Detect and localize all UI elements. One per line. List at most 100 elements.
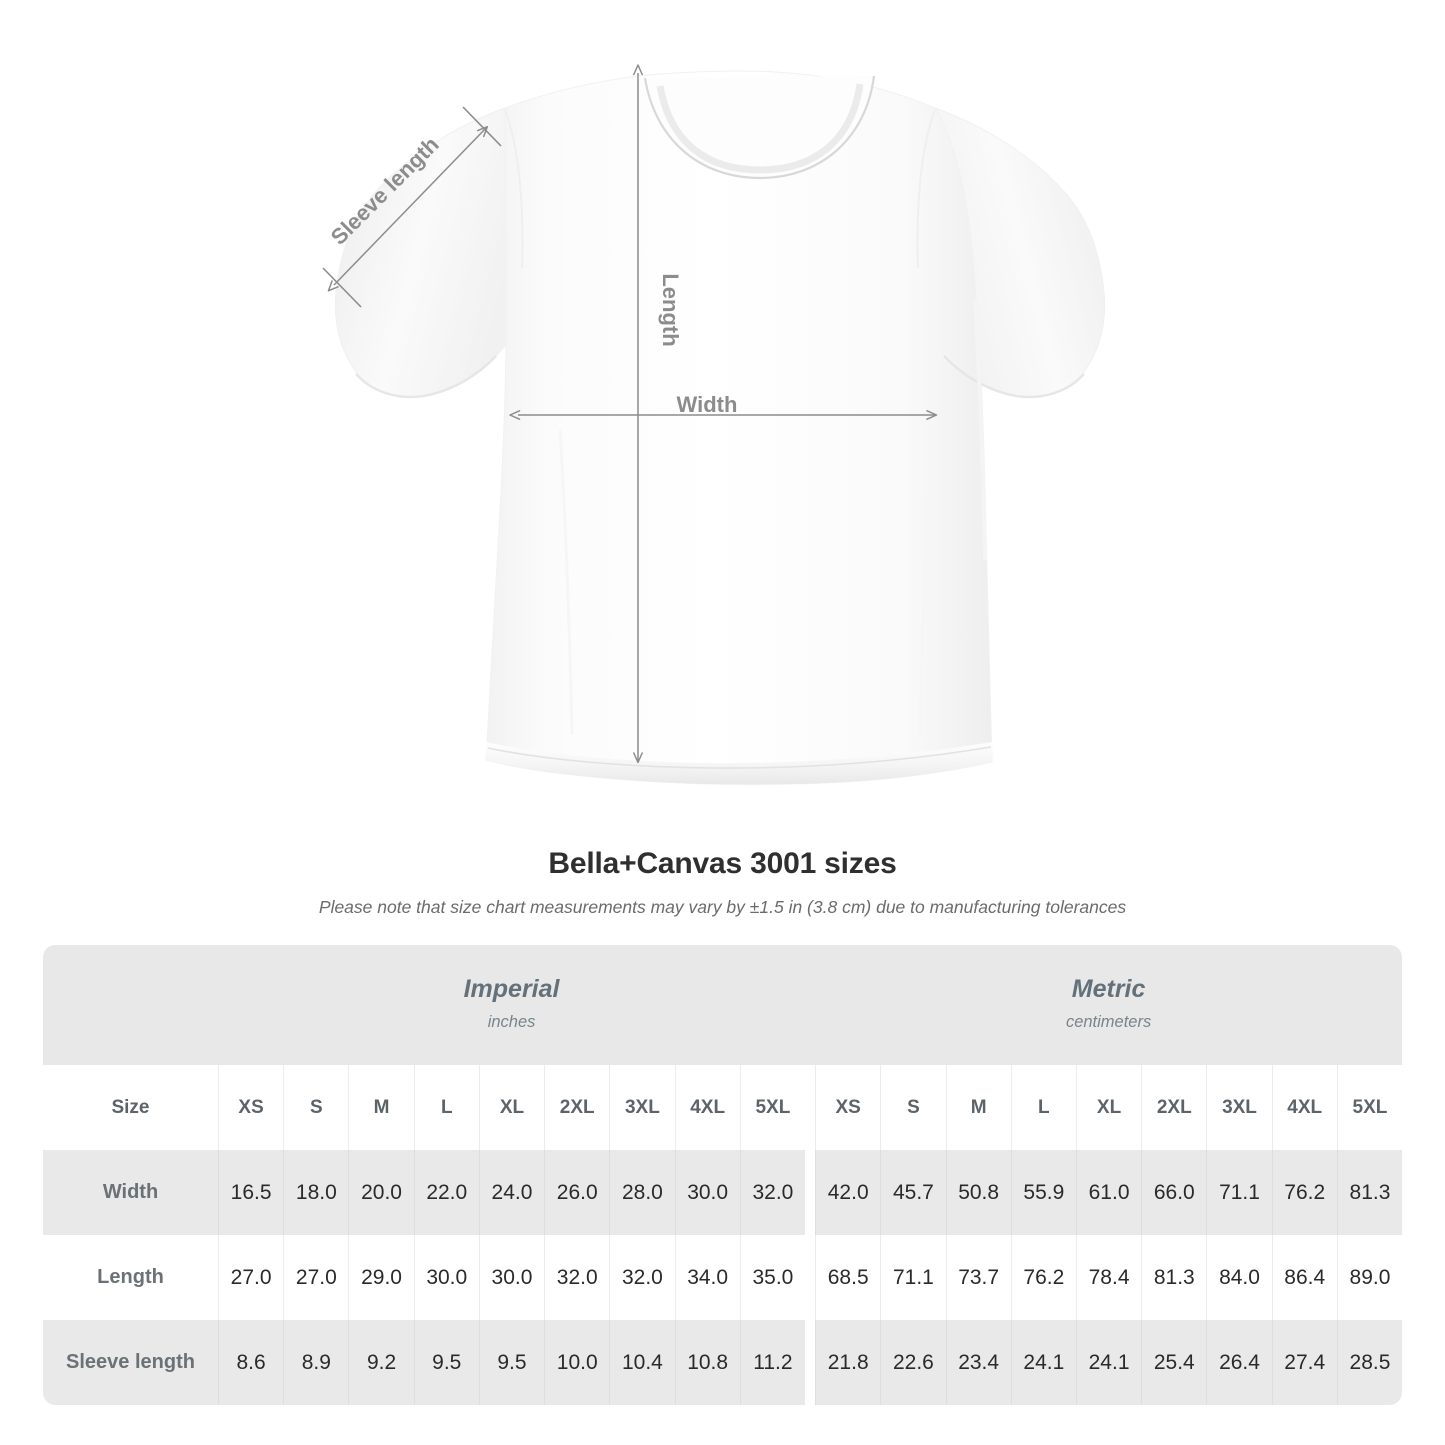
cell-width-metric-xl: 61.0: [1075, 1150, 1142, 1235]
cell-width-metric-m: 50.8: [945, 1150, 1011, 1235]
cell-width-metric-s: 45.7: [880, 1150, 946, 1235]
cell-length-imperial-m: 29.0: [348, 1235, 414, 1320]
unit-band-spacer: [43, 945, 218, 1065]
cell-width-imperial-3xl: 28.0: [609, 1150, 675, 1235]
unit-header-metric-sub: centimeters: [1065, 1012, 1152, 1031]
cell-sleeve-length-imperial-2xl: 10.0: [544, 1320, 610, 1405]
header-gap: [805, 1065, 816, 1150]
row-label-length: Length: [43, 1235, 218, 1320]
size-table: Imperial inches Metric centimeters Size XS S M L…: [43, 945, 1403, 1405]
size-header-imperial-xs: XS: [218, 1065, 284, 1150]
cell-length-imperial-3xl: 32.0: [609, 1235, 675, 1320]
cell-sleeve-length-imperial-m: 9.2: [348, 1320, 414, 1405]
size-header-metric-xl: XL: [1075, 1065, 1142, 1150]
cell-width-imperial-2xl: 26.0: [544, 1150, 610, 1235]
cell-sleeve-length-metric-l: 24.1: [1010, 1320, 1076, 1405]
cell-length-imperial-5xl: 35.0: [739, 1235, 806, 1320]
cell-sleeve-length-imperial-3xl: 10.4: [609, 1320, 675, 1405]
size-header-imperial-l: L: [413, 1065, 479, 1150]
table-row-length: Length 27.0 27.0 29.0 30.0 30.0 32.0 32.0 34.0 35…: [43, 1235, 1403, 1320]
size-header-metric-m: M: [945, 1065, 1011, 1150]
size-header-imperial-m: M: [348, 1065, 414, 1150]
cell-length-imperial-2xl: 32.0: [544, 1235, 610, 1320]
table-row-width: Width 16.5 18.0 20.0 22.0 24.0 26.0 28.0 30.0 32.…: [43, 1150, 1403, 1235]
cell-width-metric-xs: 42.0: [815, 1150, 881, 1235]
size-header-imperial-3xl: 3XL: [609, 1065, 675, 1150]
heading-block: Bella+Canvas 3001 sizes Please note that…: [0, 845, 1445, 918]
cell-sleeve-length-metric-xl: 24.1: [1075, 1320, 1142, 1405]
size-header-metric-3xl: 3XL: [1206, 1065, 1272, 1150]
unit-header-metric-name: Metric: [1071, 974, 1146, 1003]
unit-header-metric: Metric centimeters: [815, 945, 1403, 1065]
cell-sleeve-length-metric-5xl: 28.5: [1336, 1320, 1403, 1405]
sleeve-length-arrow: [327, 125, 489, 292]
page-title: Bella+Canvas 3001 sizes: [548, 847, 897, 880]
cell-length-metric-2xl: 81.3: [1141, 1235, 1207, 1320]
cell-length-imperial-xl: 30.0: [478, 1235, 545, 1320]
row-gap-length: [805, 1235, 816, 1320]
cell-width-imperial-5xl: 32.0: [739, 1150, 806, 1235]
cell-sleeve-length-imperial-s: 8.9: [283, 1320, 349, 1405]
cell-length-imperial-4xl: 34.0: [674, 1235, 740, 1320]
row-gap-sleeve-length: [805, 1320, 816, 1405]
size-header-imperial-xl: XL: [478, 1065, 545, 1150]
cell-length-metric-5xl: 89.0: [1336, 1235, 1403, 1320]
tshirt-garment: [334, 70, 1106, 785]
size-header-metric-4xl: 4XL: [1271, 1065, 1337, 1150]
cell-sleeve-length-metric-2xl: 25.4: [1141, 1320, 1207, 1405]
cell-length-metric-m: 73.7: [945, 1235, 1011, 1320]
cell-sleeve-length-metric-xs: 21.8: [815, 1320, 881, 1405]
cell-width-imperial-4xl: 30.0: [674, 1150, 740, 1235]
sleeve-length-annotation: [322, 106, 502, 308]
cell-width-imperial-s: 18.0: [283, 1150, 349, 1235]
table-row-sleeve-length: Sleeve length 8.6 8.9 9.2 9.5 9.5 10.0 10.4 10.8…: [43, 1320, 1403, 1405]
cell-sleeve-length-imperial-xs: 8.6: [218, 1320, 284, 1405]
cell-width-metric-4xl: 76.2: [1271, 1150, 1337, 1235]
unit-header-imperial-name: Imperial: [463, 974, 560, 1003]
tolerance-note: Please note that size chart measurements…: [318, 896, 1127, 917]
size-header-imperial-4xl: 4XL: [674, 1065, 740, 1150]
cell-width-imperial-xl: 24.0: [478, 1150, 545, 1235]
cell-sleeve-length-metric-3xl: 26.4: [1206, 1320, 1272, 1405]
size-header-metric-2xl: 2XL: [1141, 1065, 1207, 1150]
tshirt-diagram: Sleeve length Length Width: [322, 64, 1106, 785]
cell-length-metric-s: 71.1: [880, 1235, 946, 1320]
size-corner-label: Size: [43, 1065, 218, 1150]
cell-length-metric-3xl: 84.0: [1206, 1235, 1272, 1320]
cell-width-imperial-l: 22.0: [413, 1150, 479, 1235]
cell-sleeve-length-metric-s: 22.6: [880, 1320, 946, 1405]
row-label-width: Width: [43, 1150, 218, 1235]
row-gap-width: [805, 1150, 816, 1235]
cell-length-imperial-l: 30.0: [413, 1235, 479, 1320]
size-header-metric-xs: XS: [815, 1065, 881, 1150]
size-header-imperial-s: S: [283, 1065, 349, 1150]
cell-length-metric-xs: 68.5: [815, 1235, 881, 1320]
unit-header-imperial-sub: inches: [487, 1012, 536, 1031]
cell-length-metric-l: 76.2: [1010, 1235, 1076, 1320]
unit-header-imperial: Imperial inches: [218, 945, 806, 1065]
size-header-row: Size XS S M L XL 2XL 3XL 4XL 5XL XS S M L XL 2XL 3XL 4XL 5…: [43, 1065, 1403, 1150]
size-header-metric-l: L: [1010, 1065, 1076, 1150]
cell-width-metric-3xl: 71.1: [1206, 1150, 1272, 1235]
unit-band-row: Imperial inches Metric centimeters: [43, 945, 1403, 1065]
unit-band-gap: [805, 945, 816, 1065]
cell-width-imperial-m: 20.0: [348, 1150, 414, 1235]
cell-length-imperial-s: 27.0: [283, 1235, 349, 1320]
cell-sleeve-length-imperial-xl: 9.5: [478, 1320, 545, 1405]
cell-width-imperial-xs: 16.5: [218, 1150, 284, 1235]
size-header-imperial-5xl: 5XL: [739, 1065, 806, 1150]
cell-sleeve-length-imperial-4xl: 10.8: [674, 1320, 740, 1405]
cell-sleeve-length-imperial-5xl: 11.2: [739, 1320, 806, 1405]
cell-sleeve-length-metric-4xl: 27.4: [1271, 1320, 1337, 1405]
size-header-metric-5xl: 5XL: [1336, 1065, 1403, 1150]
length-label: Length: [658, 273, 683, 346]
cell-width-metric-2xl: 66.0: [1141, 1150, 1207, 1235]
row-label-sleeve-length: Sleeve length: [43, 1320, 218, 1405]
cell-sleeve-length-imperial-l: 9.5: [413, 1320, 479, 1405]
cell-length-metric-xl: 78.4: [1075, 1235, 1142, 1320]
cell-sleeve-length-metric-m: 23.4: [945, 1320, 1011, 1405]
cell-length-metric-4xl: 86.4: [1271, 1235, 1337, 1320]
cell-length-imperial-xs: 27.0: [218, 1235, 284, 1320]
size-header-imperial-2xl: 2XL: [544, 1065, 610, 1150]
